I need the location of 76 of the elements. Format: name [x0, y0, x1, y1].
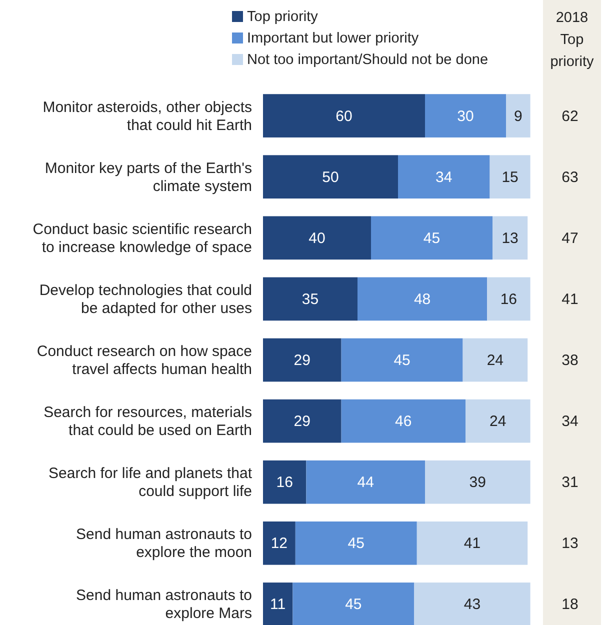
bar [263, 277, 358, 321]
y-tick-label: Conduct research on how space travel affects human health [36, 343, 252, 378]
data-label: 13 [562, 535, 578, 552]
bar [506, 94, 530, 138]
bar [263, 521, 296, 565]
data-label: 30 [457, 108, 474, 125]
data-label: 46 [395, 413, 412, 430]
bar [425, 94, 506, 138]
bar [263, 399, 342, 443]
bar [425, 460, 530, 504]
bar [263, 460, 306, 504]
data-label: 45 [348, 535, 364, 552]
bar [492, 216, 528, 260]
data-label: 11 [270, 596, 286, 614]
legend-label: Not too important/Should not be done [247, 52, 488, 68]
data-label: 60 [336, 108, 352, 125]
data-label: 15 [502, 168, 518, 186]
data-label: 45 [423, 230, 440, 247]
bar [487, 277, 530, 321]
bar [414, 582, 530, 625]
data-label: 43 [464, 596, 481, 614]
legend-label: Top priority [247, 9, 319, 25]
y-tick-label: Send human astronauts to explore Mars [76, 587, 252, 622]
y-tick-label: Send human astronauts to explore the moon [76, 526, 252, 562]
data-label: 31 [562, 474, 578, 492]
bar [306, 460, 425, 504]
data-label: 44 [357, 474, 374, 492]
bar [398, 155, 490, 199]
bar [263, 582, 293, 625]
bar [462, 338, 528, 382]
data-label: 24 [490, 413, 506, 430]
data-label: 12 [270, 535, 288, 552]
y-tick-label: Search for resources, materials that could be used on Earth [44, 404, 252, 440]
bar [341, 399, 466, 443]
data-label: 41 [464, 535, 481, 552]
data-label: 13 [502, 230, 518, 247]
data-label: 9 [514, 108, 522, 125]
y-tick-label: Conduct basic scientific research to increase knowledge of space [32, 220, 252, 256]
data-label: 63 [562, 168, 578, 186]
bar [263, 155, 398, 199]
data-label: 34 [436, 168, 452, 186]
data-label: 41 [562, 290, 578, 308]
data-label: 16 [276, 474, 293, 492]
bar [371, 216, 492, 260]
data-label: 48 [414, 290, 431, 308]
y-tick-label: Develop technologies that could be adapted for other uses [39, 282, 252, 317]
data-label: 47 [562, 230, 578, 247]
bar [416, 521, 528, 565]
data-label: 39 [469, 474, 486, 492]
data-label: 62 [562, 108, 578, 125]
text: 2018 Top priority [550, 10, 594, 70]
data-label: 29 [294, 352, 310, 369]
bar [292, 582, 414, 625]
data-label: 16 [500, 290, 518, 308]
y-tick-label: Search for life and planets that could support life [48, 465, 253, 500]
bar [295, 521, 417, 565]
bar [490, 155, 530, 199]
bar [466, 399, 530, 443]
bar [263, 338, 342, 382]
bar [263, 216, 371, 260]
legend-label: Important but lower priority [247, 30, 420, 46]
data-label: 29 [294, 413, 310, 430]
data-label: 34 [562, 413, 578, 430]
data-label: 38 [562, 352, 578, 369]
bar [341, 338, 463, 382]
data-label: 18 [562, 596, 578, 614]
data-label: 45 [345, 596, 362, 614]
bar [358, 277, 488, 321]
y-tick-label: Monitor key parts of the Earth's climate system [44, 160, 252, 195]
bar [263, 94, 425, 138]
data-label: 24 [486, 352, 504, 369]
y-tick-label: Monitor asteroids, other objects that could hit Earth [42, 98, 252, 134]
data-label: 50 [322, 168, 339, 186]
data-label: 45 [394, 352, 410, 369]
data-label: 35 [302, 290, 319, 308]
data-label: 40 [308, 230, 326, 247]
